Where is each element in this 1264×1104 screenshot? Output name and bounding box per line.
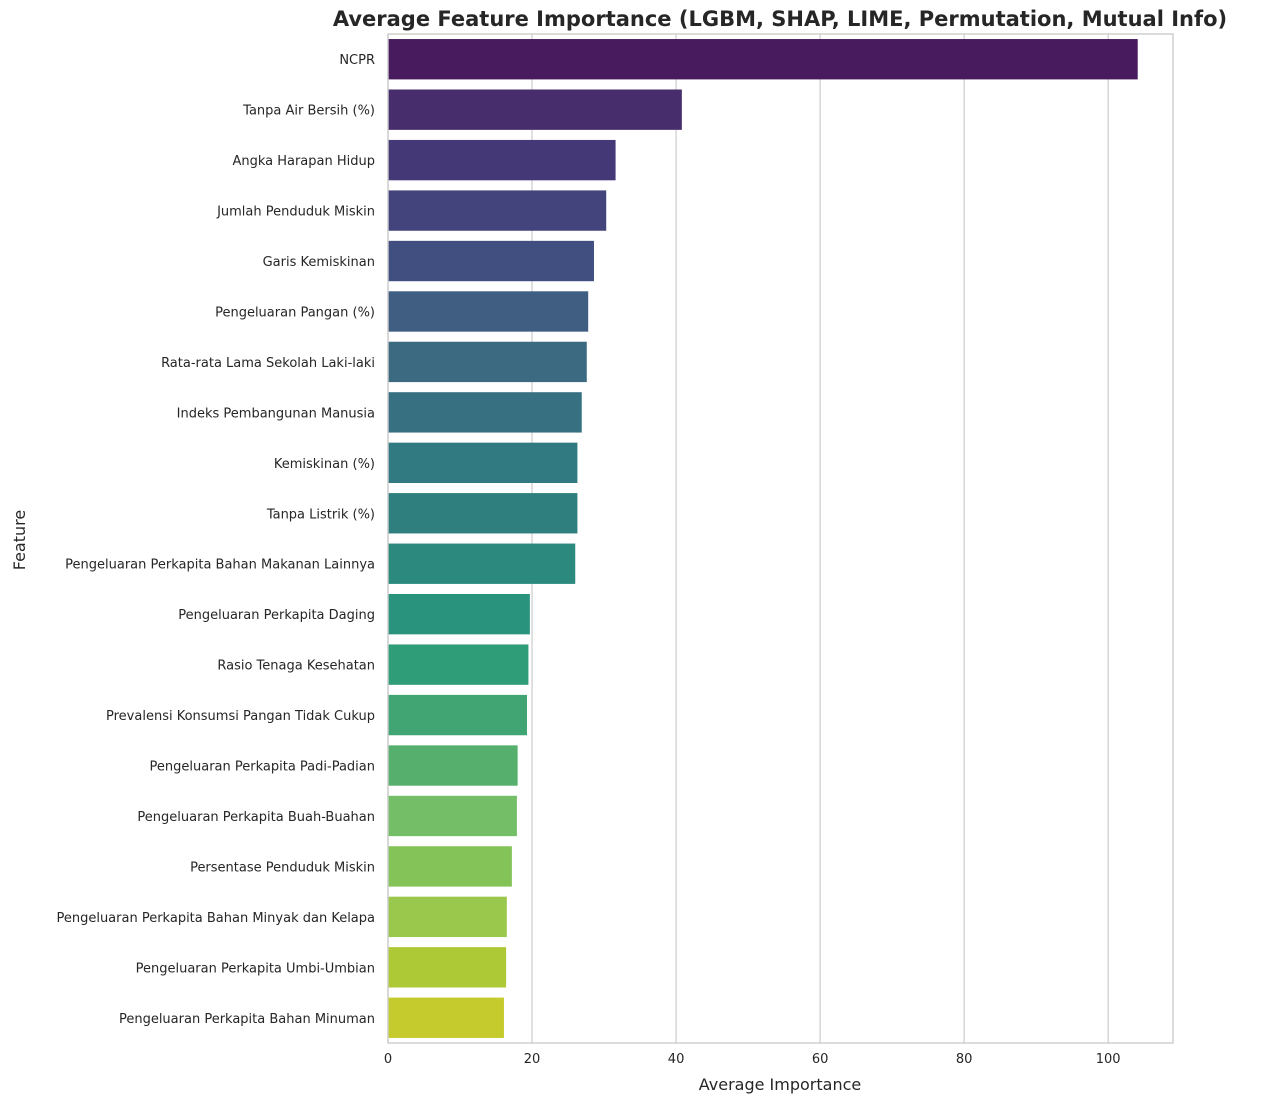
bar	[388, 392, 582, 433]
bar	[388, 947, 507, 988]
x-tick-label: 40	[668, 1052, 685, 1067]
bar	[388, 896, 507, 938]
y-tick-label: Pengeluaran Perkapita Daging	[178, 608, 375, 623]
y-tick-label: Tanpa Listrik (%)	[266, 507, 375, 522]
bar	[388, 442, 578, 484]
x-axis-label: Average Importance	[699, 1075, 861, 1094]
y-tick-label: Jumlah Penduduk Miskin	[216, 205, 375, 220]
x-tick-labels: 0 20 40 60 80 100	[384, 1052, 1121, 1067]
bar	[388, 39, 1138, 80]
y-tick-label: Pengeluaran Pangan (%)	[215, 305, 375, 320]
y-tick-label: Pengeluaran Perkapita Buah-Buahan	[137, 810, 375, 825]
y-tick-label: Pengeluaran Perkapita Bahan Minuman	[119, 1012, 375, 1027]
y-tick-label: Persentase Penduduk Miskin	[190, 860, 375, 875]
bars	[388, 39, 1138, 1038]
bar	[388, 846, 512, 887]
y-tick-label: Kemiskinan (%)	[274, 457, 375, 472]
y-tick-label: Pengeluaran Perkapita Bahan Minyak dan K…	[56, 911, 375, 926]
plot-frame	[387, 33, 1174, 1044]
bar	[388, 190, 607, 231]
y-tick-label: NCPR	[339, 53, 375, 68]
y-axis-label: Feature	[10, 510, 29, 570]
y-tick-label: Tanpa Air Bersih (%)	[242, 104, 375, 119]
y-tick-label: Pengeluaran Perkapita Umbi-Umbian	[136, 961, 375, 976]
bar	[388, 694, 527, 736]
y-tick-label: Rasio Tenaga Kesehatan	[217, 659, 375, 674]
bar	[388, 341, 587, 383]
y-tick-label: Pengeluaran Perkapita Bahan Makanan Lain…	[65, 558, 375, 573]
bar	[388, 745, 518, 786]
x-tick-label: 20	[524, 1052, 541, 1067]
y-tick-label: Prevalensi Konsumsi Pangan Tidak Cukup	[106, 709, 375, 724]
x-tick-label: 80	[956, 1052, 973, 1067]
y-tick-label: Angka Harapan Hidup	[232, 154, 375, 169]
bar	[388, 493, 578, 534]
bar	[388, 644, 529, 685]
y-tick-label: Garis Kemiskinan	[263, 255, 375, 270]
bar	[388, 139, 616, 181]
bar	[388, 89, 682, 130]
y-tick-label: Pengeluaran Perkapita Padi-Padian	[150, 760, 375, 775]
x-tick-label: 0	[384, 1052, 392, 1067]
gridlines	[387, 34, 1109, 1043]
bar	[388, 997, 504, 1038]
bar	[388, 593, 530, 635]
x-tick-label: 100	[1096, 1052, 1121, 1067]
bar	[388, 240, 594, 282]
bar	[388, 795, 517, 837]
y-tick-label: Indeks Pembangunan Manusia	[177, 406, 375, 421]
chart-title: Average Feature Importance (LGBM, SHAP, …	[333, 7, 1227, 31]
bar	[388, 291, 589, 332]
y-tick-labels: NCPR Tanpa Air Bersih (%) Angka Harapan Hi…	[56, 53, 375, 1027]
x-tick-label: 60	[812, 1052, 829, 1067]
y-tick-label: Rata-rata Lama Sekolah Laki-laki	[161, 356, 375, 371]
bar	[388, 543, 576, 584]
